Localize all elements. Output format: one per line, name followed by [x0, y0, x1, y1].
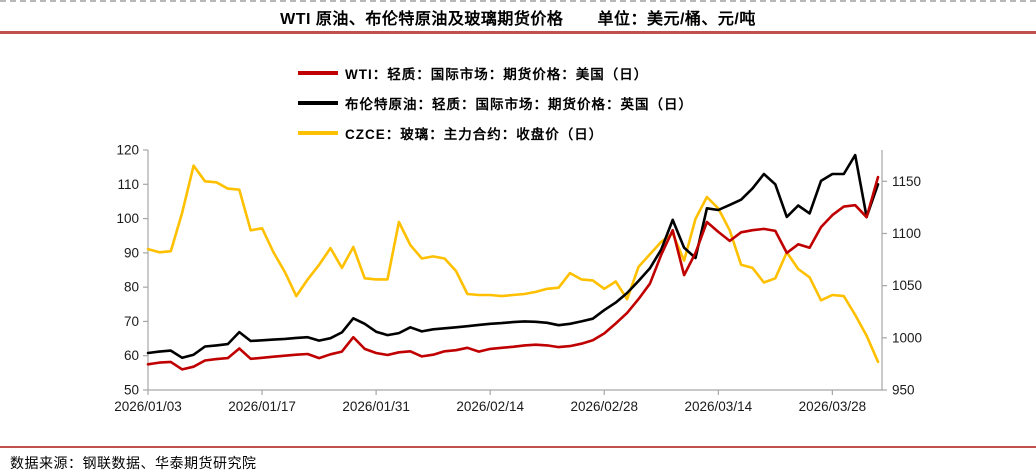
x-tick-label: 2026/01/03 [114, 399, 182, 414]
title-divider [0, 31, 1036, 34]
y-left-tick-label: 120 [116, 143, 139, 158]
legend-label-czce-glass: CZCE：玻璃：主力合约：收盘价（日） [345, 127, 604, 142]
legend-label-brent: 布伦特原油：轻质：国际市场：期货价格：英国（日） [345, 97, 693, 112]
brent-line-swatch [298, 101, 338, 105]
y-left-tick-label: 50 [124, 383, 139, 398]
axis-frame [147, 150, 883, 391]
y-right-tick-label: 1150 [892, 174, 921, 189]
y-right-tick-label: 950 [892, 383, 915, 398]
y-left-tick-label: 80 [124, 280, 139, 295]
x-tick-label: 2026/01/31 [342, 399, 410, 414]
futures-price-line-chart: 50 60 70 80 90 100 110 120 950 1000 1050 1100 1150 20… [114, 143, 922, 415]
data-source: 数据来源：钢联数据、华泰期货研究院 [10, 455, 257, 471]
y-left-tick-label: 90 [124, 245, 139, 260]
wti-line-swatch [298, 71, 338, 75]
x-tick-label: 2026/01/17 [228, 399, 296, 414]
wti-line [146, 175, 880, 371]
y-left-tick-label: 110 [117, 177, 139, 192]
y-left-tick-label: 100 [116, 211, 139, 226]
title-unit: 单位：美元/桶、元/吨 [597, 11, 756, 28]
title-main: WTI 原油、布伦特原油及玻璃期货价格 [280, 11, 564, 28]
x-tick-label: 2026/02/28 [570, 399, 638, 414]
chart-legend: WTI：轻质：国际市场：期货价格：美国（日） 布伦特原油：轻质：国际市场：期货价… [298, 58, 693, 148]
legend-item-brent: 布伦特原油：轻质：国际市场：期货价格：英国（日） [298, 88, 693, 118]
y-right-tick-label: 1000 [892, 330, 922, 345]
legend-item-wti: WTI：轻质：国际市场：期货价格：美国（日） [298, 58, 693, 88]
x-tick-label: 2026/03/14 [685, 399, 753, 414]
legend-label-wti: WTI：轻质：国际市场：期货价格：美国（日） [345, 67, 649, 82]
y-left-tick-label: 60 [124, 348, 139, 363]
legend-item-czce-glass: CZCE：玻璃：主力合约：收盘价（日） [298, 118, 693, 148]
y-left-tick-label: 70 [124, 314, 139, 329]
y-right-tick-label: 1100 [892, 226, 921, 241]
czce-glass-line [146, 164, 880, 364]
czce-glass-line-swatch [298, 131, 338, 135]
x-tick-label: 2026/03/28 [799, 399, 867, 414]
footer-divider [0, 446, 1036, 448]
y-right-tick-label: 1050 [892, 278, 922, 293]
brent-line [146, 153, 880, 360]
x-tick-label: 2026/02/14 [456, 399, 524, 414]
page-title: WTI 原油、布伦特原油及玻璃期货价格 单位：美元/桶、元/吨 [0, 5, 1036, 29]
